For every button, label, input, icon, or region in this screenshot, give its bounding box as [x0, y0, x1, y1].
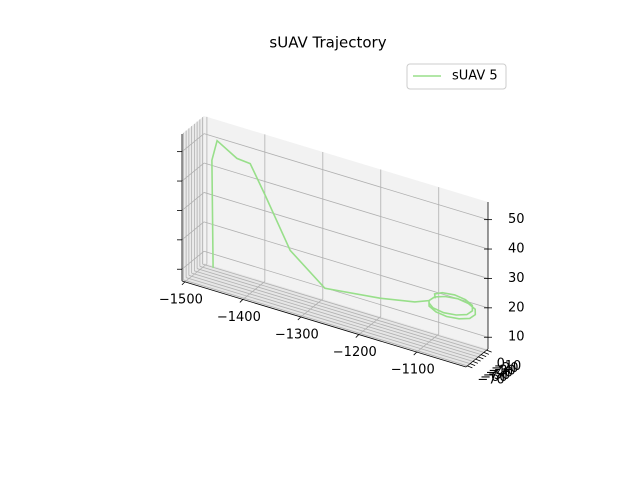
grid-line: [194, 270, 479, 358]
tick-mark: [355, 334, 360, 338]
y-tick-label: 0: [497, 357, 505, 372]
tick-mark: [475, 358, 481, 362]
trajectory-line: [211, 139, 477, 320]
tick-mark: [413, 351, 418, 356]
y-tick-label: −40: [486, 366, 513, 381]
grid-line: [188, 274, 473, 362]
grid-line: [181, 162, 205, 182]
tick-mark: [181, 281, 186, 286]
z-tick-label: 10: [508, 330, 525, 345]
x-tick-label: −1300: [275, 327, 319, 342]
grid-line: [203, 162, 489, 250]
grid-line: [184, 263, 208, 283]
tick-mark: [480, 354, 487, 357]
x-axis-line: [181, 280, 467, 368]
y-tick-label: −10: [494, 359, 521, 374]
tick-mark: [297, 316, 302, 321]
tick-mark: [478, 356, 484, 360]
z-tick-label: 50: [508, 212, 525, 227]
y-tick-label: −70: [477, 372, 504, 387]
z-tick-label: 30: [508, 271, 525, 286]
y-tick-label: −20: [491, 361, 518, 376]
z-tick-label: 40: [508, 242, 525, 257]
grid-line: [358, 316, 382, 335]
x-tick-label: −1100: [391, 363, 435, 378]
tick-mark: [239, 299, 244, 303]
x-tick-label: −1500: [159, 292, 203, 307]
left-pane: [182, 116, 204, 281]
z-tick-label: 20: [508, 300, 525, 315]
tick-mark: [472, 361, 479, 364]
grid-line: [186, 277, 471, 365]
tick-mark: [486, 349, 492, 353]
grid-line: [183, 279, 468, 367]
tick-mark: [469, 363, 476, 366]
grid-line: [203, 250, 489, 338]
y-tick-label: −60: [480, 370, 507, 385]
grid-line: [191, 272, 476, 360]
grid-line: [181, 250, 205, 270]
grid-line: [416, 333, 439, 353]
grid-line: [181, 133, 205, 152]
y-tick-label: −30: [488, 363, 515, 378]
x-tick-label: −1200: [333, 345, 377, 360]
grid-line: [242, 281, 266, 300]
grid-line: [197, 268, 482, 356]
y-axis-line: [465, 348, 489, 368]
legend-box: [406, 63, 507, 90]
grid-line: [202, 263, 487, 351]
grid-line: [181, 192, 205, 211]
grid-line: [300, 298, 324, 318]
x-tick-label: −1400: [217, 310, 261, 325]
tick-mark: [483, 352, 490, 355]
legend-label: sUAV 5: [452, 69, 498, 84]
chart-title: sUAV Trajectory: [269, 34, 386, 52]
tick-mark: [467, 365, 473, 369]
floor-pane: [182, 263, 488, 367]
back-pane: [204, 116, 488, 349]
grid-line: [199, 265, 484, 353]
grid-line: [181, 221, 205, 241]
y-tick-label: −50: [483, 368, 510, 383]
grid-line: [203, 133, 489, 221]
grid-line: [203, 192, 489, 279]
